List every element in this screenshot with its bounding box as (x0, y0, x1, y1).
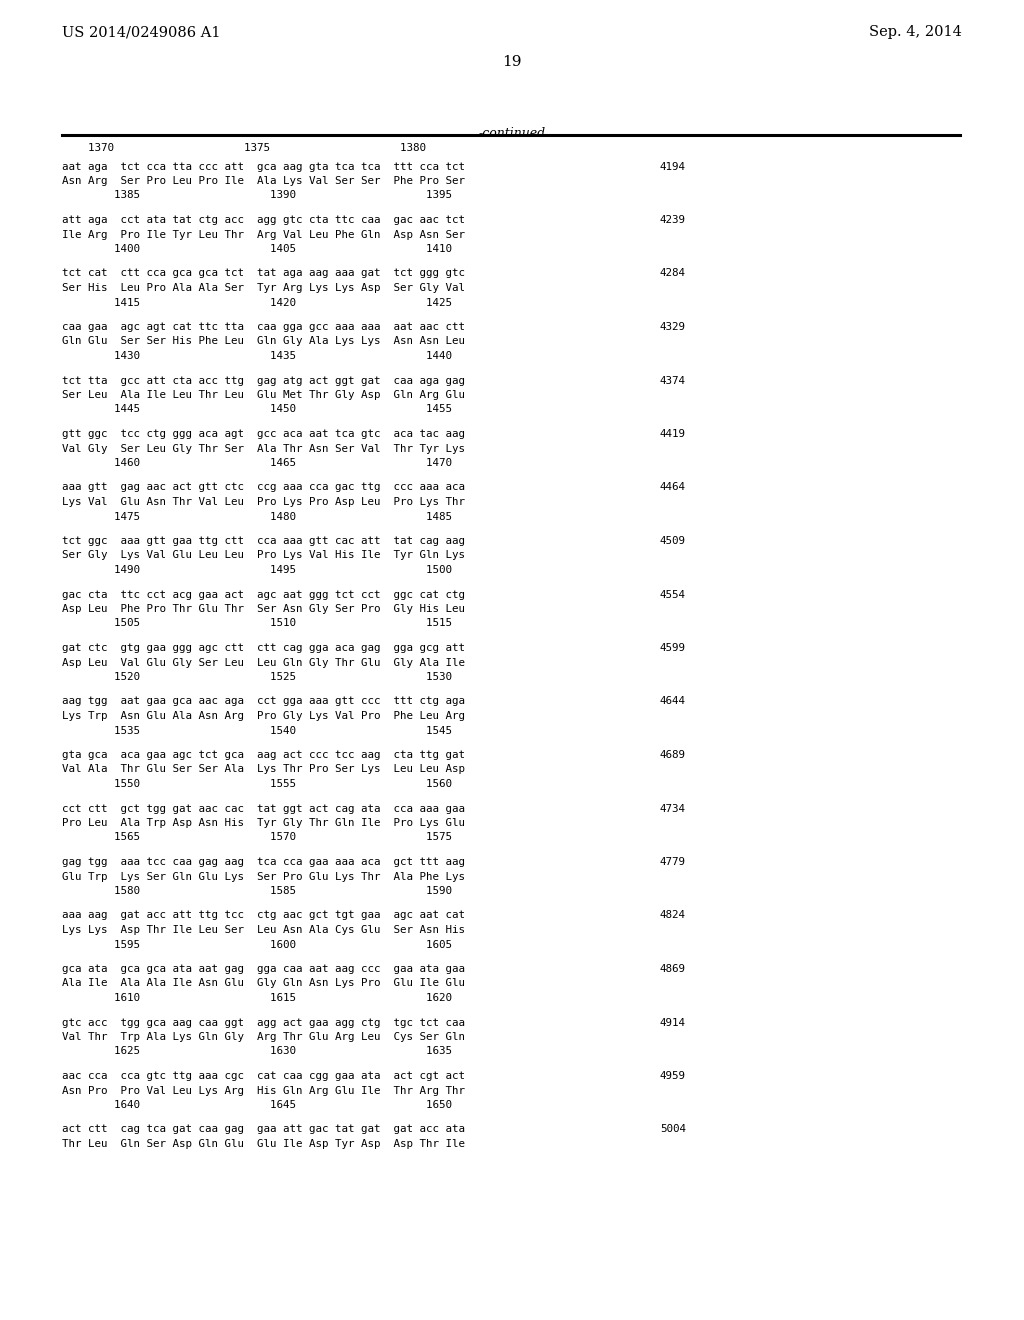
Text: gtc acc  tgg gca aag caa ggt  agg act gaa agg ctg  tgc tct caa: gtc acc tgg gca aag caa ggt agg act gaa … (62, 1018, 465, 1027)
Text: Thr Leu  Gln Ser Asp Gln Glu  Glu Ile Asp Tyr Asp  Asp Thr Ile: Thr Leu Gln Ser Asp Gln Glu Glu Ile Asp … (62, 1139, 465, 1148)
Text: 5004: 5004 (660, 1125, 686, 1134)
Text: gac cta  ttc cct acg gaa act  agc aat ggg tct cct  ggc cat ctg: gac cta ttc cct acg gaa act agc aat ggg … (62, 590, 465, 599)
Text: caa gaa  agc agt cat ttc tta  caa gga gcc aaa aaa  aat aac ctt: caa gaa agc agt cat ttc tta caa gga gcc … (62, 322, 465, 333)
Text: Ser Gly  Lys Val Glu Leu Leu  Pro Lys Val His Ile  Tyr Gln Lys: Ser Gly Lys Val Glu Leu Leu Pro Lys Val … (62, 550, 465, 561)
Text: aac cca  cca gtc ttg aaa cgc  cat caa cgg gaa ata  act cgt act: aac cca cca gtc ttg aaa cgc cat caa cgg … (62, 1071, 465, 1081)
Text: gag tgg  aaa tcc caa gag aag  tca cca gaa aaa aca  gct ttt aag: gag tgg aaa tcc caa gag aag tca cca gaa … (62, 857, 465, 867)
Text: 1595                    1600                    1605: 1595 1600 1605 (62, 940, 452, 949)
Text: 1385                    1390                    1395: 1385 1390 1395 (62, 190, 452, 201)
Text: 4779: 4779 (660, 857, 686, 867)
Text: Lys Trp  Asn Glu Ala Asn Arg  Pro Gly Lys Val Pro  Phe Leu Arg: Lys Trp Asn Glu Ala Asn Arg Pro Gly Lys … (62, 711, 465, 721)
Text: 4419: 4419 (660, 429, 686, 440)
Text: 1475                    1480                    1485: 1475 1480 1485 (62, 511, 452, 521)
Text: 1400                    1405                    1410: 1400 1405 1410 (62, 244, 452, 253)
Text: Ser His  Leu Pro Ala Ala Ser  Tyr Arg Lys Lys Asp  Ser Gly Val: Ser His Leu Pro Ala Ala Ser Tyr Arg Lys … (62, 282, 465, 293)
Text: 4374: 4374 (660, 375, 686, 385)
Text: Val Thr  Trp Ala Lys Gln Gly  Arg Thr Glu Arg Leu  Cys Ser Gln: Val Thr Trp Ala Lys Gln Gly Arg Thr Glu … (62, 1032, 465, 1041)
Text: Ser Leu  Ala Ile Leu Thr Leu  Glu Met Thr Gly Asp  Gln Arg Glu: Ser Leu Ala Ile Leu Thr Leu Glu Met Thr … (62, 389, 465, 400)
Text: act ctt  cag tca gat caa gag  gaa att gac tat gat  gat acc ata: act ctt cag tca gat caa gag gaa att gac … (62, 1125, 465, 1134)
Text: tct ggc  aaa gtt gaa ttg ctt  cca aaa gtt cac att  tat cag aag: tct ggc aaa gtt gaa ttg ctt cca aaa gtt … (62, 536, 465, 546)
Text: gca ata  gca gca ata aat gag  gga caa aat aag ccc  gaa ata gaa: gca ata gca gca ata aat gag gga caa aat … (62, 964, 465, 974)
Text: 4914: 4914 (660, 1018, 686, 1027)
Text: 4869: 4869 (660, 964, 686, 974)
Text: Val Ala  Thr Glu Ser Ser Ala  Lys Thr Pro Ser Lys  Leu Leu Asp: Val Ala Thr Glu Ser Ser Ala Lys Thr Pro … (62, 764, 465, 775)
Text: Asp Leu  Phe Pro Thr Glu Thr  Ser Asn Gly Ser Pro  Gly His Leu: Asp Leu Phe Pro Thr Glu Thr Ser Asn Gly … (62, 605, 465, 614)
Text: gtt ggc  tcc ctg ggg aca agt  gcc aca aat tca gtc  aca tac aag: gtt ggc tcc ctg ggg aca agt gcc aca aat … (62, 429, 465, 440)
Text: 1415                    1420                    1425: 1415 1420 1425 (62, 297, 452, 308)
Text: 1460                    1465                    1470: 1460 1465 1470 (62, 458, 452, 469)
Text: aaa gtt  gag aac act gtt ctc  ccg aaa cca gac ttg  ccc aaa aca: aaa gtt gag aac act gtt ctc ccg aaa cca … (62, 483, 465, 492)
Text: 1445                    1450                    1455: 1445 1450 1455 (62, 404, 452, 414)
Text: gta gca  aca gaa agc tct gca  aag act ccc tcc aag  cta ttg gat: gta gca aca gaa agc tct gca aag act ccc … (62, 750, 465, 760)
Text: 1580                    1585                    1590: 1580 1585 1590 (62, 886, 452, 896)
Text: 1565                    1570                    1575: 1565 1570 1575 (62, 833, 452, 842)
Text: Asp Leu  Val Glu Gly Ser Leu  Leu Gln Gly Thr Glu  Gly Ala Ile: Asp Leu Val Glu Gly Ser Leu Leu Gln Gly … (62, 657, 465, 668)
Text: Asn Arg  Ser Pro Leu Pro Ile  Ala Lys Val Ser Ser  Phe Pro Ser: Asn Arg Ser Pro Leu Pro Ile Ala Lys Val … (62, 176, 465, 186)
Text: 4599: 4599 (660, 643, 686, 653)
Text: 4644: 4644 (660, 697, 686, 706)
Text: 19: 19 (502, 55, 522, 69)
Text: 4959: 4959 (660, 1071, 686, 1081)
Text: 4689: 4689 (660, 750, 686, 760)
Text: Lys Lys  Asp Thr Ile Leu Ser  Leu Asn Ala Cys Glu  Ser Asn His: Lys Lys Asp Thr Ile Leu Ser Leu Asn Ala … (62, 925, 465, 935)
Text: 1370                    1375                    1380: 1370 1375 1380 (62, 143, 426, 153)
Text: 4824: 4824 (660, 911, 686, 920)
Text: 1490                    1495                    1500: 1490 1495 1500 (62, 565, 452, 576)
Text: 4734: 4734 (660, 804, 686, 813)
Text: Ile Arg  Pro Ile Tyr Leu Thr  Arg Val Leu Phe Gln  Asp Asn Ser: Ile Arg Pro Ile Tyr Leu Thr Arg Val Leu … (62, 230, 465, 239)
Text: aag tgg  aat gaa gca aac aga  cct gga aaa gtt ccc  ttt ctg aga: aag tgg aat gaa gca aac aga cct gga aaa … (62, 697, 465, 706)
Text: Val Gly  Ser Leu Gly Thr Ser  Ala Thr Asn Ser Val  Thr Tyr Lys: Val Gly Ser Leu Gly Thr Ser Ala Thr Asn … (62, 444, 465, 454)
Text: Gln Glu  Ser Ser His Phe Leu  Gln Gly Ala Lys Lys  Asn Asn Leu: Gln Glu Ser Ser His Phe Leu Gln Gly Ala … (62, 337, 465, 346)
Text: US 2014/0249086 A1: US 2014/0249086 A1 (62, 25, 220, 40)
Text: tct cat  ctt cca gca gca tct  tat aga aag aaa gat  tct ggg gtc: tct cat ctt cca gca gca tct tat aga aag … (62, 268, 465, 279)
Text: tct tta  gcc att cta acc ttg  gag atg act ggt gat  caa aga gag: tct tta gcc att cta acc ttg gag atg act … (62, 375, 465, 385)
Text: 4329: 4329 (660, 322, 686, 333)
Text: Lys Val  Glu Asn Thr Val Leu  Pro Lys Pro Asp Leu  Pro Lys Thr: Lys Val Glu Asn Thr Val Leu Pro Lys Pro … (62, 498, 465, 507)
Text: 4239: 4239 (660, 215, 686, 224)
Text: 4554: 4554 (660, 590, 686, 599)
Text: Asn Pro  Pro Val Leu Lys Arg  His Gln Arg Glu Ile  Thr Arg Thr: Asn Pro Pro Val Leu Lys Arg His Gln Arg … (62, 1085, 465, 1096)
Text: Sep. 4, 2014: Sep. 4, 2014 (869, 25, 962, 40)
Text: 1505                    1510                    1515: 1505 1510 1515 (62, 619, 452, 628)
Text: 1640                    1645                    1650: 1640 1645 1650 (62, 1100, 452, 1110)
Text: att aga  cct ata tat ctg acc  agg gtc cta ttc caa  gac aac tct: att aga cct ata tat ctg acc agg gtc cta … (62, 215, 465, 224)
Text: 1550                    1555                    1560: 1550 1555 1560 (62, 779, 452, 789)
Text: 1535                    1540                    1545: 1535 1540 1545 (62, 726, 452, 735)
Text: Ala Ile  Ala Ala Ile Asn Glu  Gly Gln Asn Lys Pro  Glu Ile Glu: Ala Ile Ala Ala Ile Asn Glu Gly Gln Asn … (62, 978, 465, 989)
Text: -continued: -continued (478, 127, 546, 140)
Text: 4194: 4194 (660, 161, 686, 172)
Text: 1430                    1435                    1440: 1430 1435 1440 (62, 351, 452, 360)
Text: 4509: 4509 (660, 536, 686, 546)
Text: 4284: 4284 (660, 268, 686, 279)
Text: Pro Leu  Ala Trp Asp Asn His  Tyr Gly Thr Gln Ile  Pro Lys Glu: Pro Leu Ala Trp Asp Asn His Tyr Gly Thr … (62, 818, 465, 828)
Text: aat aga  tct cca tta ccc att  gca aag gta tca tca  ttt cca tct: aat aga tct cca tta ccc att gca aag gta … (62, 161, 465, 172)
Text: 1625                    1630                    1635: 1625 1630 1635 (62, 1047, 452, 1056)
Text: aaa aag  gat acc att ttg tcc  ctg aac gct tgt gaa  agc aat cat: aaa aag gat acc att ttg tcc ctg aac gct … (62, 911, 465, 920)
Text: 1520                    1525                    1530: 1520 1525 1530 (62, 672, 452, 682)
Text: gat ctc  gtg gaa ggg agc ctt  ctt cag gga aca gag  gga gcg att: gat ctc gtg gaa ggg agc ctt ctt cag gga … (62, 643, 465, 653)
Text: cct ctt  gct tgg gat aac cac  tat ggt act cag ata  cca aaa gaa: cct ctt gct tgg gat aac cac tat ggt act … (62, 804, 465, 813)
Text: 1610                    1615                    1620: 1610 1615 1620 (62, 993, 452, 1003)
Text: Glu Trp  Lys Ser Gln Glu Lys  Ser Pro Glu Lys Thr  Ala Phe Lys: Glu Trp Lys Ser Gln Glu Lys Ser Pro Glu … (62, 871, 465, 882)
Text: 4464: 4464 (660, 483, 686, 492)
